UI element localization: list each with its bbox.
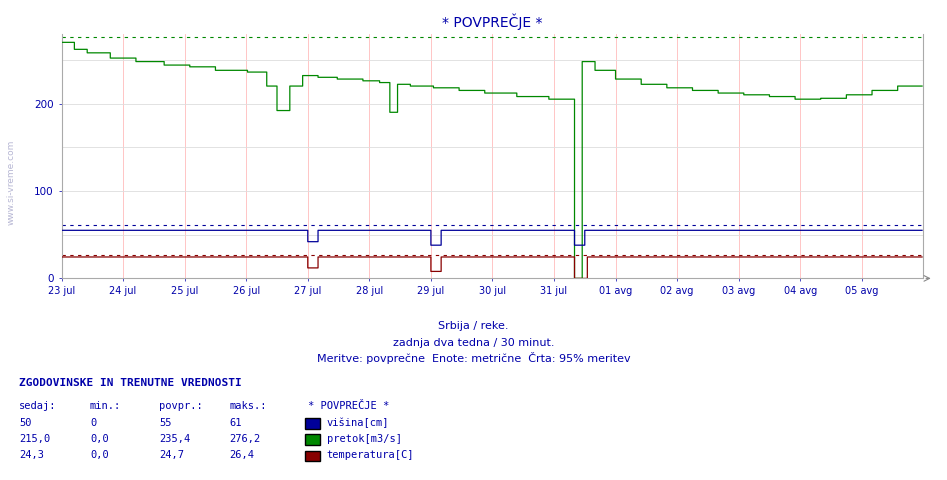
Text: ZGODOVINSKE IN TRENUTNE VREDNOSTI: ZGODOVINSKE IN TRENUTNE VREDNOSTI <box>19 378 241 388</box>
Text: povpr.:: povpr.: <box>159 401 203 411</box>
Text: 235,4: 235,4 <box>159 434 190 444</box>
Text: 276,2: 276,2 <box>229 434 260 444</box>
Text: Srbija / reke.: Srbija / reke. <box>438 321 509 331</box>
Text: 0,0: 0,0 <box>90 434 109 444</box>
Text: temperatura[C]: temperatura[C] <box>327 450 414 460</box>
Text: 215,0: 215,0 <box>19 434 50 444</box>
Text: 0: 0 <box>90 418 97 428</box>
Text: 50: 50 <box>19 418 31 428</box>
Text: 24,7: 24,7 <box>159 450 184 460</box>
Text: Meritve: povprečne  Enote: metrične  Črta: 95% meritev: Meritve: povprečne Enote: metrične Črta:… <box>316 352 631 364</box>
Text: maks.:: maks.: <box>229 401 267 411</box>
Text: 61: 61 <box>229 418 241 428</box>
Text: zadnja dva tedna / 30 minut.: zadnja dva tedna / 30 minut. <box>393 337 554 348</box>
Text: višina[cm]: višina[cm] <box>327 417 389 428</box>
Text: sedaj:: sedaj: <box>19 401 57 411</box>
Text: 24,3: 24,3 <box>19 450 44 460</box>
Text: www.si-vreme.com: www.si-vreme.com <box>7 140 16 225</box>
Text: 0,0: 0,0 <box>90 450 109 460</box>
Text: * POVPREČJE *: * POVPREČJE * <box>308 401 389 411</box>
Text: min.:: min.: <box>90 401 121 411</box>
Text: 26,4: 26,4 <box>229 450 254 460</box>
Text: pretok[m3/s]: pretok[m3/s] <box>327 434 402 444</box>
Text: 55: 55 <box>159 418 171 428</box>
Title: * POVPREČJE *: * POVPREČJE * <box>442 13 543 30</box>
